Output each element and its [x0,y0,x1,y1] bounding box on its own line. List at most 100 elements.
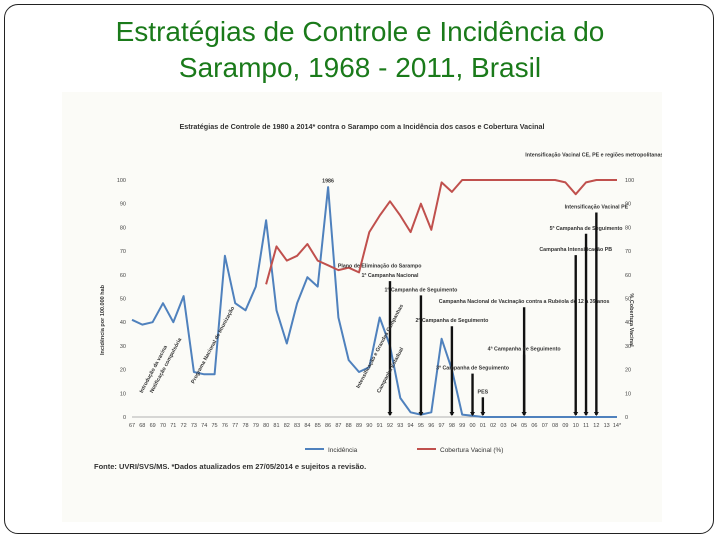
campaign-marker-arrow [418,412,424,416]
y-tick-label-right: 70 [625,249,631,255]
chart-svg: Estratégias de Controle de 1980 a 2014* … [62,92,688,522]
x-tick-label: 76 [222,423,228,429]
x-tick-label: 92 [387,423,393,429]
y-tick-label-left: 100 [117,178,126,184]
annotation-label: Campanha Nacional de Vacinação contra a … [439,299,610,305]
y-tick-label-right: 50 [625,297,631,303]
series-line-incidencia [131,186,617,418]
x-tick-label: 72 [181,423,187,429]
y-tick-label-left: 50 [120,297,126,303]
x-tick-label: 95 [418,423,424,429]
y-tick-label-left: 40 [120,320,126,326]
x-tick-label: 74 [201,423,207,429]
x-tick-label: 86 [325,423,331,429]
source-note: Fonte: UVRI/SVS/MS. *Dados atualizados e… [94,462,366,471]
y-tick-label-right: 30 [625,344,631,350]
annotation-label: Intensificação Vacinal PE [565,204,629,210]
annotation-label: 4ª Campanha de Seguimento [488,347,562,353]
x-tick-label: 73 [191,423,197,429]
campaign-marker-arrow [593,412,599,416]
campaign-marker-arrow [480,412,486,416]
campaign-marker-arrow [449,412,455,416]
x-tick-label: 77 [232,423,238,429]
x-tick-label: 02 [490,423,496,429]
y-tick-label-left: 70 [120,249,126,255]
x-tick-label: 11 [583,423,589,429]
y-tick-label-right: 60 [625,273,631,279]
y-tick-label-right: 10 [625,391,631,397]
x-tick-label: 07 [542,423,548,429]
campaign-marker-arrow [521,412,527,416]
y-tick-label-left: 80 [120,225,126,231]
y-axis-label-left: Incidência por 100.000 hab [100,284,106,355]
y-tick-label-left: 10 [120,391,126,397]
chart-figure: Estratégias de Controle de 1980 a 2014* … [62,92,688,522]
slide-title-line-2: Sarampo, 1968 - 2011, Brasil [178,52,542,83]
x-tick-label: 99 [459,423,465,429]
legend-label-incidencia: Incidência [328,447,358,454]
x-tick-label: 80 [263,423,269,429]
x-tick-label: 04 [511,423,517,429]
x-tick-label: 70 [160,423,166,429]
annotation-label: 1ª Campanha Nacional [361,273,419,279]
slide-frame [4,4,714,534]
x-tick-label: 96 [428,423,434,429]
x-tick-label: 90 [366,423,372,429]
x-tick-label: 94 [408,423,414,429]
campaign-marker-arrow [573,412,579,416]
x-tick-label: 08 [552,423,558,429]
annotation-label: 5ª Campanha de Seguimento [550,226,624,232]
annotation-label: Intensificação Vacinal CE, PE e regiões … [525,152,662,158]
series-line-cobertura [265,179,617,285]
x-tick-label: 78 [242,423,248,429]
y-tick-label-right: 100 [625,178,634,184]
annotation-label: 2ª Campanha de Seguimento [415,318,489,324]
annotation-label: 1ª Campanha de Seguimento [384,287,458,293]
series-layer [131,179,617,418]
legend-label-cobertura: Cobertura Vacinal (%) [440,447,503,454]
x-tick-label: 85 [315,423,321,429]
y-axis-label-right: % Cobertura Vacinal [628,293,634,347]
x-tick-label: 75 [211,423,217,429]
x-tick-label: 88 [346,423,352,429]
x-tick-label: 83 [294,423,300,429]
x-tick-label: 14* [613,423,622,429]
y-tick-label-left: 90 [120,202,126,208]
x-tick-label: 97 [439,423,445,429]
slide-title-line-1: Estratégias de Controle e Incidência do [115,16,605,47]
annotation-label: Plano de Eliminação do Sarampo [338,264,422,270]
x-tick-label: 10 [573,423,579,429]
x-tick-label: 01 [480,423,486,429]
campaign-marker-arrow [470,412,476,416]
y-tick-label-left: 60 [120,273,126,279]
x-tick-label: 71 [170,423,176,429]
annotation-label: PES [478,389,489,395]
x-tick-label: 09 [562,423,568,429]
x-tick-label: 82 [284,423,290,429]
legend: Incidência Cobertura Vacinal (%) [305,447,503,454]
y-tick-label-left: 20 [120,368,126,374]
annotation-label: 1986 [322,178,334,184]
annotation-label: 3ª Campanha de Seguimento [436,366,510,372]
x-tick-label: 00 [469,423,475,429]
x-tick-label: 89 [356,423,362,429]
campaign-marker-arrow [583,412,589,416]
x-tick-label: 98 [449,423,455,429]
x-tick-label: 06 [531,423,537,429]
x-tick-label: 68 [139,423,145,429]
x-tick-label: 79 [253,423,259,429]
y-tick-label-right: 0 [625,415,628,421]
x-tick-label: 12 [593,423,599,429]
y-tick-label-right: 40 [625,320,631,326]
y-tick-label-right: 20 [625,368,631,374]
x-tick-label: 13 [604,423,610,429]
y-tick-label-left: 0 [123,415,126,421]
y-tick-label-left: 30 [120,344,126,350]
annotation-label: Campanha Intensificação PB [539,247,612,253]
x-tick-label: 93 [397,423,403,429]
x-tick-label: 84 [304,423,310,429]
campaign-marker-arrow [387,412,393,416]
x-tick-label: 05 [521,423,527,429]
chart-title: Estratégias de Controle de 1980 a 2014* … [179,122,544,131]
x-tick-label: 87 [335,423,341,429]
